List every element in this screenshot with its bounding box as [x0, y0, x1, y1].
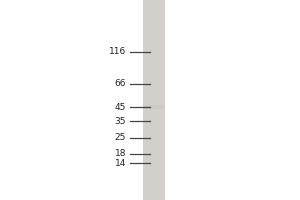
Text: 45: 45 — [115, 102, 126, 112]
Text: 66: 66 — [115, 79, 126, 88]
Bar — [143, 0, 165, 200]
Text: 14: 14 — [115, 158, 126, 168]
Text: 35: 35 — [115, 116, 126, 126]
Text: 25: 25 — [115, 134, 126, 142]
Text: 116: 116 — [109, 47, 126, 56]
Text: 18: 18 — [115, 150, 126, 158]
Bar — [143, 105, 165, 109]
